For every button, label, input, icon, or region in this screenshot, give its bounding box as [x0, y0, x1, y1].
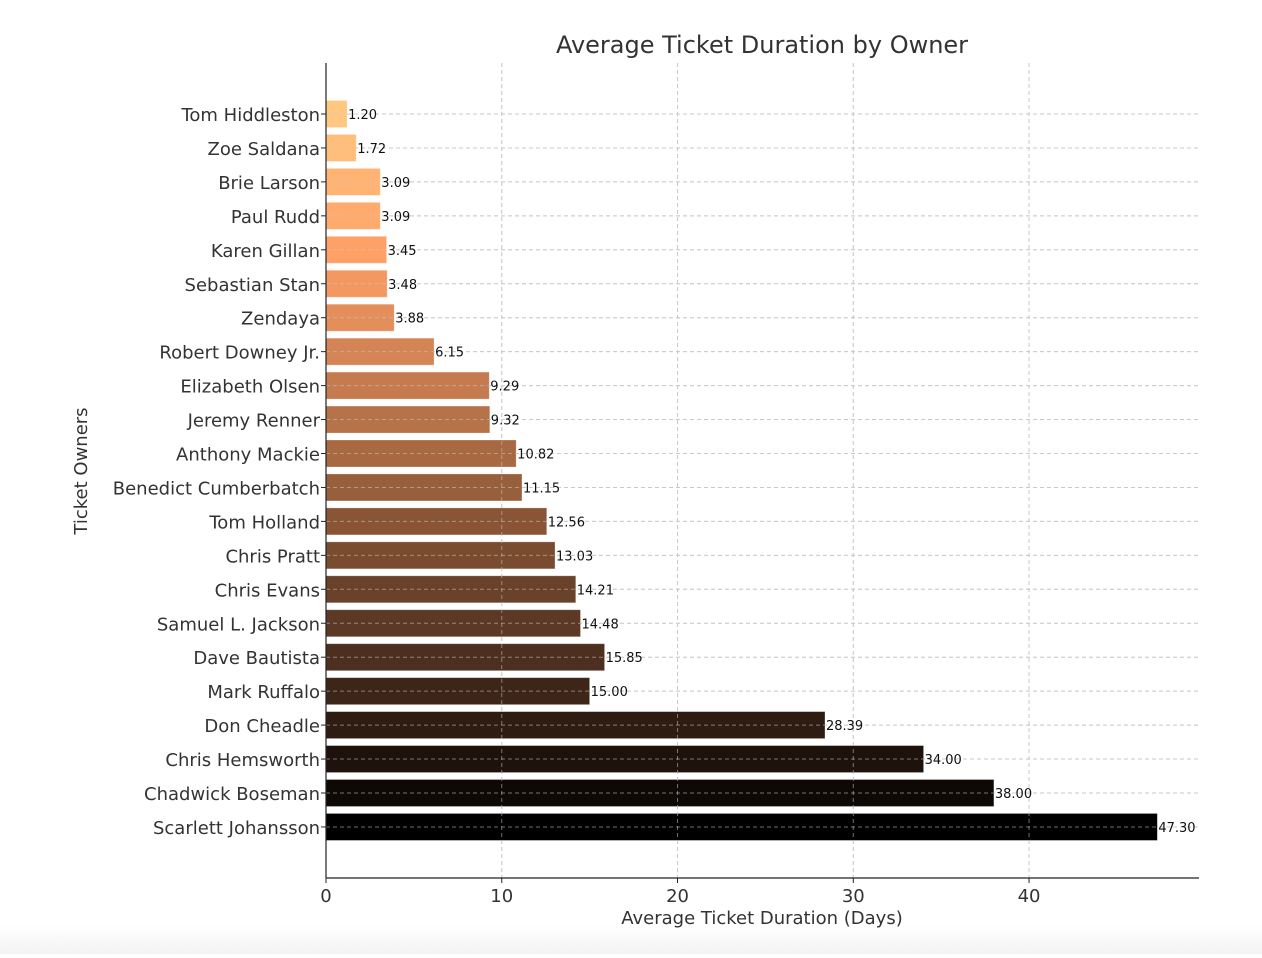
y-tick-label: Chris Evans — [215, 580, 320, 601]
value-label: 9.32 — [491, 414, 520, 429]
chart-title: Average Ticket Duration by Owner — [556, 31, 968, 59]
y-tick-labels: Tom Hiddleston Zoe Saldana Brie Larson Paul… — [113, 105, 326, 839]
x-axis-label: Average Ticket Duration (Days) — [621, 908, 902, 929]
value-label: 15.85 — [606, 651, 643, 666]
value-label: 3.09 — [381, 210, 410, 225]
value-label: 9.29 — [490, 380, 519, 395]
y-tick-label: Chris Pratt — [225, 546, 320, 567]
value-label: 3.09 — [381, 176, 410, 191]
bar-robert-downey-jr — [325, 337, 435, 366]
y-tick-label: Tom Holland — [208, 512, 320, 533]
y-tick-label: Tom Hiddleston — [180, 105, 320, 126]
value-label: 14.48 — [582, 617, 619, 632]
y-tick-label: Sebastian Stan — [185, 275, 320, 296]
bar-don-cheadle — [325, 711, 826, 739]
x-tick-label: 40 — [1018, 886, 1041, 907]
y-tick-label: Robert Downey Jr. — [159, 343, 320, 364]
y-tick-label: Zendaya — [241, 309, 320, 330]
value-label: 3.48 — [388, 278, 417, 293]
value-label: 13.03 — [556, 549, 593, 564]
x-tick-label: 30 — [842, 886, 865, 907]
y-tick-label: Benedict Cumberbatch — [113, 478, 320, 499]
y-tick-label: Dave Bautista — [193, 648, 320, 669]
value-label: 28.39 — [826, 719, 863, 734]
value-label: 12.56 — [548, 515, 585, 530]
y-tick-label: Mark Ruffalo — [207, 682, 320, 703]
value-labels: 1.20 1.72 3.09 3.09 3.45 3.48 3.88 6.15 9.29 9.32… — [348, 108, 1195, 836]
y-axis-label: Ticket Owners — [71, 407, 92, 535]
value-label: 38.00 — [995, 787, 1032, 802]
value-label: 3.45 — [388, 244, 417, 259]
bar-chris-evans — [325, 575, 577, 604]
y-tick-label: Karen Gillan — [211, 241, 320, 262]
value-label: 1.20 — [348, 108, 377, 123]
value-label: 3.88 — [395, 312, 424, 327]
x-tick-labels: 0 10 20 30 40 — [320, 878, 1040, 907]
value-label: 47.30 — [1158, 821, 1195, 836]
value-label: 34.00 — [925, 753, 962, 768]
bar-tom-holland — [325, 507, 548, 536]
y-tick-label: Chadwick Boseman — [144, 784, 320, 805]
value-label: 1.72 — [357, 142, 386, 157]
x-tick-label: 10 — [490, 886, 513, 907]
value-label: 10.82 — [517, 448, 554, 463]
axes — [325, 63, 1199, 879]
y-tick-label: Anthony Mackie — [176, 445, 320, 466]
y-tick-label: Brie Larson — [218, 173, 320, 194]
value-label: 6.15 — [435, 346, 464, 361]
value-label: 14.21 — [577, 583, 614, 598]
value-label: 15.00 — [591, 685, 628, 700]
y-tick-label: Jeremy Renner — [187, 411, 321, 432]
y-tick-label: Don Cheadle — [204, 716, 320, 737]
x-tick-label: 0 — [320, 886, 331, 907]
y-tick-label: Paul Rudd — [231, 207, 320, 228]
y-tick-label: Elizabeth Olsen — [180, 377, 320, 398]
y-tick-label: Samuel L. Jackson — [157, 614, 320, 635]
value-label: 11.15 — [523, 481, 560, 496]
bars — [325, 100, 1158, 841]
y-tick-label: Zoe Saldana — [208, 139, 321, 160]
y-tick-label: Chris Hemsworth — [165, 750, 320, 771]
bar-dave-bautista — [325, 643, 605, 672]
x-tick-label: 20 — [666, 886, 689, 907]
y-tick-label: Scarlett Johansson — [153, 818, 320, 839]
grid-lines-overlay — [326, 63, 1199, 878]
